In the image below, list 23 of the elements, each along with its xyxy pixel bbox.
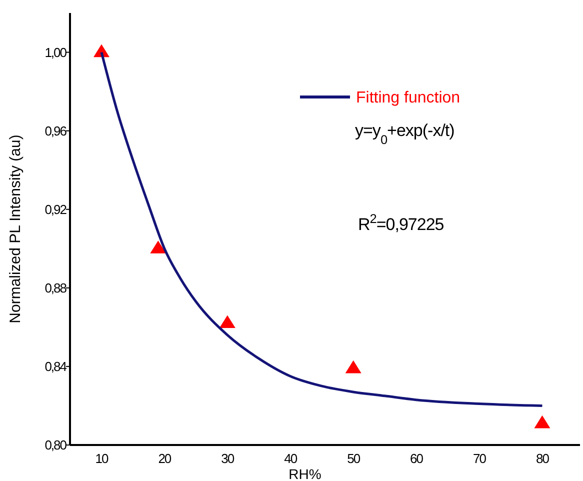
x-tick-label: 40 [284, 451, 298, 466]
x-tick-label: 60 [410, 451, 424, 466]
annotation: R$^{2}$=0,97225 [358, 210, 444, 234]
point [345, 360, 362, 374]
y-tick-label: 1,00 [44, 44, 67, 60]
y-tick-label: 0,84 [44, 359, 67, 374]
x-tick-label: 10 [95, 451, 108, 466]
x-tick-label: 80 [536, 451, 550, 466]
annotation: y=y$_{0}$+exp(-x/t) [355, 121, 454, 146]
x-tick-label: 20 [158, 451, 172, 466]
point [219, 315, 236, 328]
point [534, 415, 550, 428]
y-tick-label: 0,96 [44, 123, 67, 138]
y-tick-label: 0,92 [44, 202, 67, 217]
y-tick-label: 0,88 [44, 280, 67, 296]
x-tick-label: 30 [221, 451, 234, 466]
x-tick-label: 70 [473, 451, 486, 466]
x-axis-title: RH% [288, 466, 322, 481]
point [150, 240, 166, 254]
y-axis-title: Normalized PL Intensity (au) [7, 134, 24, 324]
y-tick-label: 0,80 [44, 438, 67, 453]
legend-label: Fitting function [356, 90, 460, 107]
x-tick-label: 50 [347, 451, 360, 466]
